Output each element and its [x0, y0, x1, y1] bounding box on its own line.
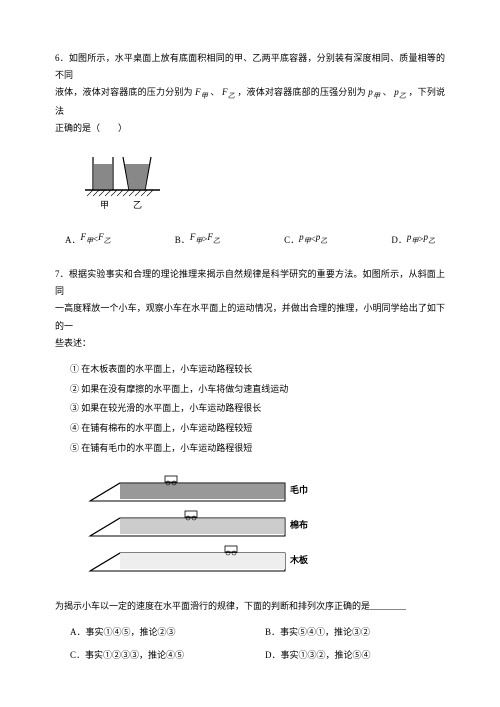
q6-text-3: 正确的是（ ） — [55, 120, 445, 137]
q7-final: 为揭示小车以一定的速度在水平面滑行的规律，下面的判断和排列次序正确的是_____… — [55, 598, 445, 615]
q6-option-b: B． F甲 > F乙 — [175, 232, 220, 246]
question-7: 7．根据实验事实和合理的理论推理来揭示自然规律是科学研究的重要方法。如图所示，从… — [55, 266, 445, 661]
q6-option-a: A． F甲 < F乙 — [65, 232, 111, 246]
q7-option-d: D．事实①③②，推论⑤④ — [250, 648, 445, 661]
q7-option-b: B．事实⑤④①，推论③② — [250, 625, 445, 638]
ramps-icon: 毛巾 棉布 木板 — [85, 471, 325, 581]
q7-number: 7． — [55, 269, 69, 279]
statement-5: ⑤ 在铺有毛巾的水平面上，小车运动路程很短 — [70, 439, 445, 459]
statement-3: ③ 如果在较光滑的水平面上，小车运动路程很长 — [70, 399, 445, 419]
q7-option-a: A．事实①④⑤，推论②③ — [55, 625, 250, 638]
q6-text-2: 液体，液体对容器底的压力分别为 F甲 、 F乙 ，液体对容器底部的压强分别为 p… — [55, 84, 445, 120]
q7-statements: ① 在木板表面的水平面上，小车运动路程较长 ② 如果在没有摩擦的水平面上，小车将… — [70, 360, 445, 459]
svg-text:棉布: 棉布 — [290, 519, 308, 530]
svg-text:乙: 乙 — [133, 200, 142, 210]
statement-2: ② 如果在没有摩擦的水平面上，小车将做匀速直线运动 — [70, 380, 445, 400]
svg-text:毛巾: 毛巾 — [290, 484, 308, 495]
statement-4: ④ 在铺有棉布的水平面上，小车运动路程较短 — [70, 419, 445, 439]
containers-icon: 甲 乙 — [85, 152, 175, 212]
svg-text:甲: 甲 — [100, 200, 109, 210]
question-6: 6．如图所示，水平桌面上放有底面积相同的甲、乙两平底容器，分别装有深度相同、质量… — [55, 50, 445, 246]
q7-figure: 毛巾 棉布 木板 — [85, 471, 445, 586]
q6-figure: 甲 乙 — [85, 152, 445, 217]
q6-text: 6．如图所示，水平桌面上放有底面积相同的甲、乙两平底容器，分别装有深度相同、质量… — [55, 50, 445, 84]
svg-text:木板: 木板 — [289, 554, 309, 565]
statement-1: ① 在木板表面的水平面上，小车运动路程较长 — [70, 360, 445, 380]
q7-options: A．事实①④⑤，推论②③ B．事实⑤④①，推论③② C．事实①②③③，推论④⑤ … — [55, 625, 445, 661]
q7-option-c: C．事实①②③③，推论④⑤ — [55, 648, 250, 661]
q6-option-c: C． p甲 < p乙 — [284, 232, 327, 246]
q6-options: A． F甲 < F乙 B． F甲 > F乙 C． p甲 < p乙 D． p甲 >… — [55, 232, 445, 246]
q6-option-d: D． p甲 > p乙 — [391, 232, 435, 246]
q7-text: 7．根据实验事实和合理的理论推理来揭示自然规律是科学研究的重要方法。如图所示，从… — [55, 266, 445, 300]
q6-number: 6． — [55, 53, 69, 63]
